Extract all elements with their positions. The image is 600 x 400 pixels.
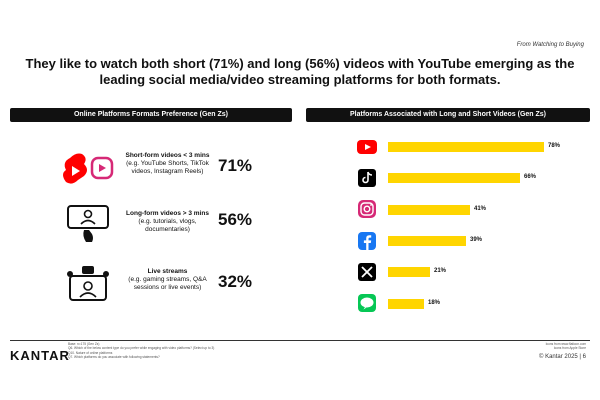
right-panel-title: Platforms Associated with Long and Short… (306, 108, 590, 122)
format-title: Live streams (147, 268, 188, 275)
icon-source-notes: Icons from www.flaticon.com Icons from A… (546, 342, 586, 351)
slide-headline: They like to watch both short (71%) and … (25, 56, 575, 87)
bar-facebook (388, 236, 466, 246)
format-title: Long-form videos > 3 mins (126, 210, 209, 217)
line-icon (358, 294, 376, 312)
format-desc: (e.g. gaming streams, Q&A sessions or li… (128, 276, 207, 291)
footer-divider (10, 340, 590, 341)
bar-value-label: 41% (474, 206, 487, 212)
bar-tiktok (388, 173, 520, 183)
bar-x (388, 267, 430, 277)
top-letterbox (0, 0, 600, 36)
format-pct-long: 56% (218, 210, 253, 229)
copyright: © Kantar 2025 | 6 (538, 354, 586, 360)
format-label-long: Long-form videos > 3 mins (e.g. tutorial… (120, 210, 215, 234)
instagram-icon (358, 200, 376, 218)
kantar-logo: KANTAR (10, 348, 70, 363)
format-label-live: Live streams (e.g. gaming streams, Q&A s… (120, 268, 215, 292)
bottom-letterbox (0, 364, 600, 400)
section-kicker: From Watching to Buying (516, 42, 584, 48)
youtube-icon (357, 140, 377, 154)
bar-value-label: 21% (434, 268, 447, 274)
bar-value-label: 18% (428, 300, 441, 306)
bar-value-label: 39% (470, 237, 483, 243)
footer-notes: Base: n=175 (Gen Zs) Q6. Which of the be… (68, 342, 214, 360)
source-note: Icons from Apple Store (553, 346, 586, 351)
bar-line (388, 299, 424, 309)
bar-value-label: 78% (548, 143, 561, 149)
format-desc: (e.g. YouTube Shorts, TikTok videos, Ins… (126, 160, 209, 175)
format-pct-short: 71% (218, 156, 253, 175)
footer-note: Base: n=175 (Gen Zs) (68, 342, 100, 346)
video-phone-icon (67, 205, 109, 242)
format-title: Short-form videos < 3 mins (125, 152, 210, 159)
bar-value-label: 66% (524, 174, 537, 180)
footer-note: Q10. Nature of online platforms (68, 350, 113, 355)
format-label-short: Short-form videos < 3 mins (e.g. YouTube… (120, 152, 215, 176)
shorts-reels-icon (63, 153, 114, 184)
slide: From Watching to Buying They like to wat… (8, 36, 592, 364)
bar-instagram (388, 205, 470, 215)
format-desc: (e.g. tutorials, vlogs, documentaries) (138, 218, 197, 233)
footer-note: Q7. Which platforms do you associate wit… (68, 355, 160, 360)
left-panel-title: Online Platforms Formats Preference (Gen… (10, 108, 292, 122)
bar-youtube (388, 142, 544, 152)
live-stream-icon (67, 266, 109, 301)
footer-note: Q6. Which of the below content type do y… (68, 346, 215, 351)
facebook-icon (358, 232, 376, 250)
tiktok-icon (358, 169, 376, 187)
source-note: Icons from www.flaticon.com (545, 342, 586, 346)
format-pct-live: 32% (218, 272, 253, 291)
x-icon (358, 263, 376, 281)
